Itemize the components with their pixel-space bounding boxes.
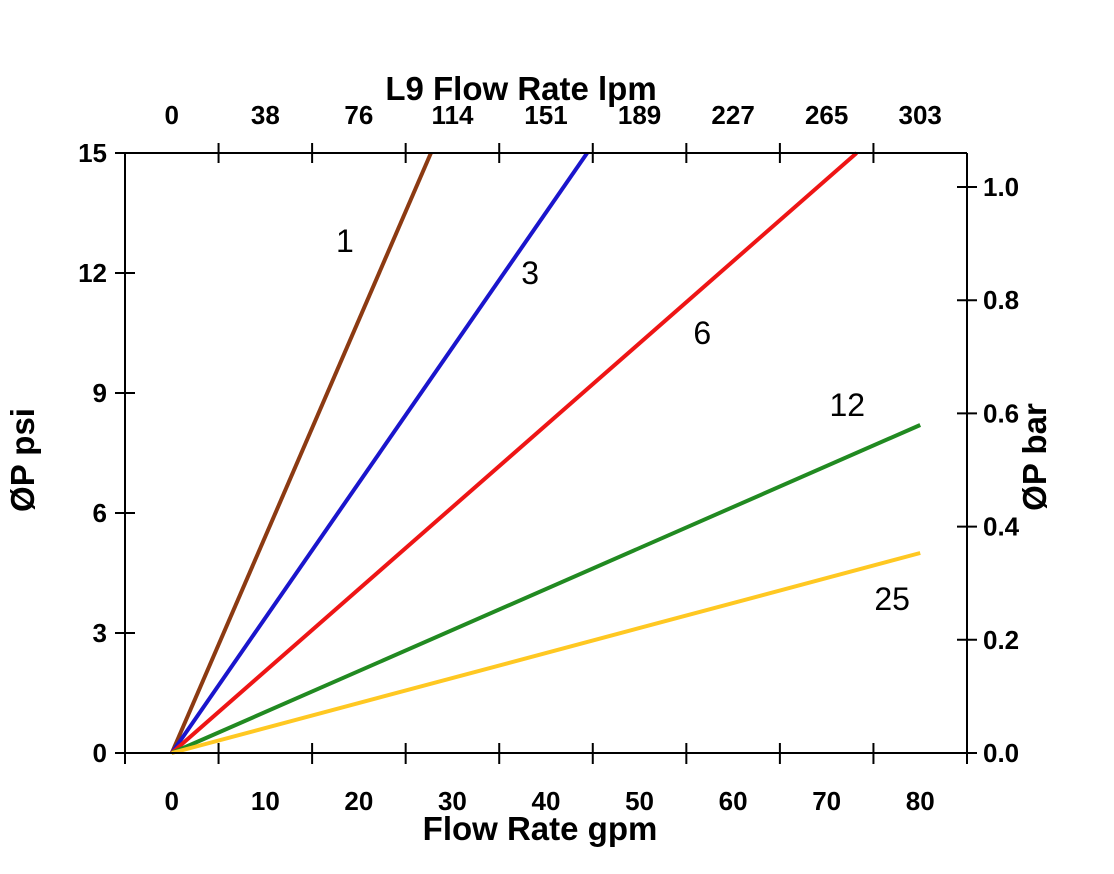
left-tick-label: 9 [93,378,107,408]
series-label-6: 6 [693,315,711,351]
series-label-25: 25 [874,581,910,617]
bottom-tick-label: 0 [165,786,179,816]
left-tick-label: 6 [93,498,107,528]
bottom-tick-label: 50 [625,786,654,816]
top-tick-label: 189 [618,100,661,130]
series-label-3: 3 [521,255,539,291]
tick-layer: 0010382076301144015150189602277026580303… [78,100,1020,816]
series-layer: 1 3 6 12 25 [169,151,922,755]
bottom-tick-label: 40 [532,786,561,816]
bottom-tick-label: 10 [251,786,280,816]
top-tick-label: 76 [344,100,373,130]
left-tick-label: 15 [78,138,107,168]
right-tick-label: 0.2 [983,625,1019,655]
series-label-12: 12 [829,387,865,423]
top-axis-title: L9 Flow Rate lpm [385,70,656,107]
right-tick-label: 1.0 [983,172,1019,202]
top-tick-label: 303 [899,100,942,130]
top-tick-label: 38 [251,100,280,130]
right-tick-label: 0.0 [983,738,1019,768]
right-tick-label: 0.6 [983,398,1019,428]
left-tick-label: 12 [78,258,107,288]
right-tick-label: 0.4 [983,512,1020,542]
series-line-6 [170,151,858,755]
bottom-axis-title: Flow Rate gpm [423,810,658,847]
top-tick-label: 0 [165,100,179,130]
right-axis-title: ØP bar [1016,403,1053,511]
top-tick-label: 114 [431,100,473,130]
series-line-12 [170,423,922,755]
series-line-25 [171,551,921,755]
series-line-1 [169,152,433,754]
bottom-tick-label: 70 [812,786,841,816]
top-tick-label: 227 [711,100,754,130]
bottom-tick-label: 30 [438,786,467,816]
bottom-tick-label: 20 [344,786,373,816]
left-axis-title: ØP psi [4,408,41,512]
series-label-1: 1 [336,223,354,259]
series-line-3 [170,151,589,755]
right-tick-label: 0.8 [983,285,1019,315]
bottom-tick-label: 80 [906,786,935,816]
top-tick-label: 265 [805,100,848,130]
bottom-tick-label: 60 [719,786,748,816]
left-tick-label: 3 [93,618,107,648]
top-tick-label: 151 [524,100,567,130]
left-tick-label: 0 [93,738,107,768]
